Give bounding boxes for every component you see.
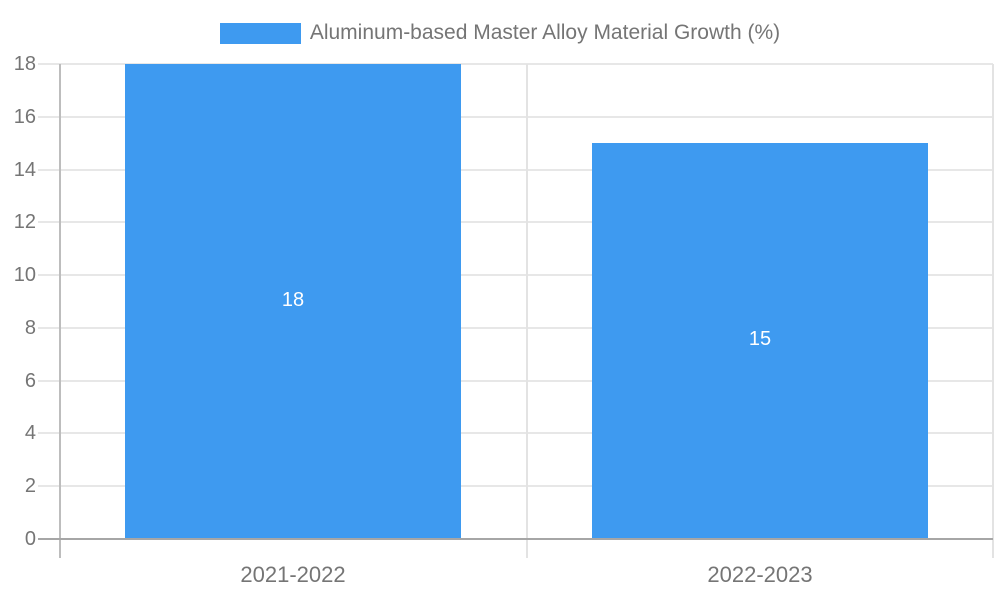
bar-2021-2022 [125,64,461,539]
category-separator-line [992,64,994,558]
y-gridline [38,116,993,118]
y-tick-label: 10 [13,264,36,286]
legend-label: Aluminum-based Master Alloy Material Gro… [309,21,781,44]
bar-value-label: 18 [281,289,305,311]
y-gridline [38,221,993,223]
y-tick-label: 6 [24,370,36,392]
y-gridline [38,327,993,329]
y-tick-label: 2 [24,475,36,497]
y-gridline [38,169,993,171]
x-axis-label: 2021-2022 [240,562,346,587]
category-separator-line [526,64,528,558]
y-gridline [38,63,993,65]
y-gridline [38,485,993,487]
bar-value-label: 15 [748,328,772,350]
y-gridline [38,274,993,276]
y-tick-label: 12 [13,211,36,233]
y-tick-label: 18 [13,53,36,75]
y-tick-label: 16 [13,106,36,128]
x-axis-line [38,538,993,540]
y-tick-label: 0 [24,528,36,550]
legend-swatch [219,22,301,44]
y-gridline [38,380,993,382]
y-tick-label: 4 [24,422,36,444]
y-tick-label: 14 [13,159,36,181]
bar-2022-2023 [592,143,928,539]
y-gridline [38,432,993,434]
y-axis-line [59,64,61,558]
y-tick-label: 8 [24,317,36,339]
chart-legend: Aluminum-based Master Alloy Material Gro… [0,12,1000,54]
x-axis-label: 2022-2023 [707,562,813,587]
